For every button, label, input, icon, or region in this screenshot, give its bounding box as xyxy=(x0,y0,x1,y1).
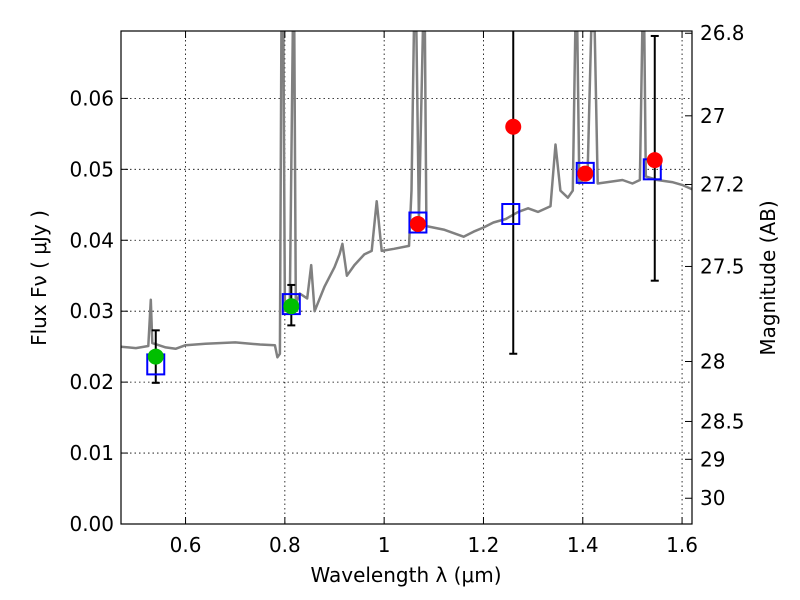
right-tick-label: 28 xyxy=(700,349,725,373)
plot-area xyxy=(121,31,692,359)
x-tick-label: 1.2 xyxy=(468,533,500,557)
observed-point xyxy=(409,215,426,232)
y-axis-title: Flux Fν ( μJy ) xyxy=(27,210,51,346)
data-markers xyxy=(146,31,663,384)
x-axis-title: Wavelength λ (μm) xyxy=(310,563,501,587)
x-tick-label: 0.6 xyxy=(170,533,202,557)
x-tick-label: 1.6 xyxy=(666,533,698,557)
y-tick-label: 0.04 xyxy=(69,228,114,252)
observed-point xyxy=(283,298,300,315)
right-tick-label: 28.5 xyxy=(700,409,745,433)
observed-point xyxy=(646,152,663,169)
axis-ticks: 0.6 0.8 1 1.2 1.4 1.6 0.00 0.01 0.02 0.03 0.04 0.05… xyxy=(69,21,744,557)
right-axis-title: Magnitude (AB) xyxy=(756,200,780,355)
observed-point xyxy=(577,165,594,182)
right-tick-label: 27 xyxy=(700,104,725,128)
right-tick-label: 29 xyxy=(700,447,725,471)
observed-point xyxy=(147,348,164,365)
right-tick-label: 27.5 xyxy=(700,254,745,278)
model-spectrum-line xyxy=(121,31,692,359)
right-tick-label: 27.2 xyxy=(700,172,745,196)
y-tick-label: 0.06 xyxy=(69,86,114,110)
x-tick-label: 1 xyxy=(378,533,391,557)
y-tick-label: 0.01 xyxy=(69,441,114,465)
photometry-square xyxy=(575,161,595,184)
x-tick-label: 0.8 xyxy=(269,533,301,557)
right-tick-label: 26.8 xyxy=(700,21,745,45)
y-tick-label: 0.03 xyxy=(69,299,114,323)
x-tick-label: 1.4 xyxy=(567,533,599,557)
plot-frame xyxy=(120,30,693,525)
gridlines xyxy=(121,31,692,524)
photometry-square xyxy=(501,203,521,226)
y-tick-label: 0.02 xyxy=(69,370,114,394)
right-tick-label: 30 xyxy=(700,486,725,510)
observed-point xyxy=(505,118,522,135)
y-tick-label: 0.00 xyxy=(69,512,114,536)
photometry-square xyxy=(408,211,428,234)
y-tick-label: 0.05 xyxy=(69,157,114,181)
